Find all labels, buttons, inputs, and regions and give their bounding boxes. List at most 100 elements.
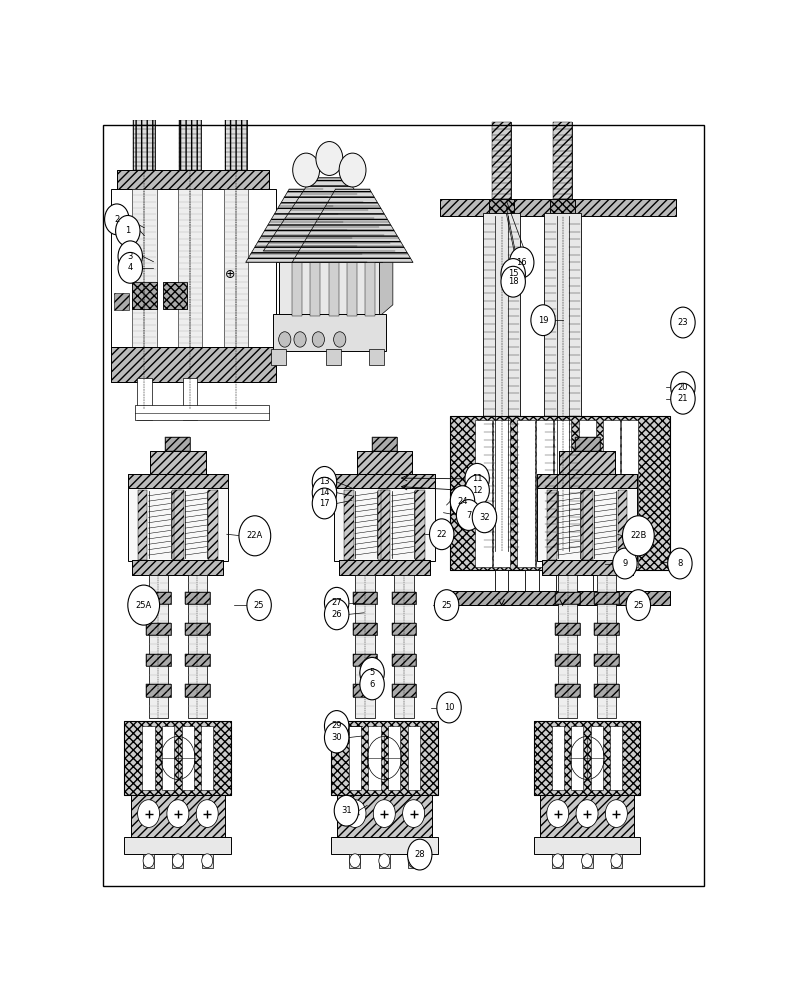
Circle shape (671, 383, 695, 414)
Circle shape (667, 548, 692, 579)
Polygon shape (136, 405, 269, 420)
Polygon shape (352, 623, 377, 635)
Polygon shape (553, 122, 572, 199)
Text: 13: 13 (319, 477, 329, 486)
Polygon shape (369, 349, 384, 365)
Polygon shape (556, 592, 580, 604)
Polygon shape (179, 105, 201, 170)
Polygon shape (556, 654, 580, 666)
Polygon shape (372, 437, 397, 451)
Polygon shape (556, 623, 580, 635)
Polygon shape (263, 178, 396, 251)
Polygon shape (550, 199, 574, 213)
Polygon shape (331, 721, 438, 795)
Polygon shape (334, 488, 435, 561)
Polygon shape (450, 591, 670, 605)
Polygon shape (554, 420, 571, 567)
Text: 8: 8 (677, 559, 682, 568)
Polygon shape (537, 474, 637, 488)
Circle shape (576, 800, 598, 827)
Polygon shape (271, 349, 286, 365)
Circle shape (312, 332, 325, 347)
Polygon shape (571, 726, 583, 790)
Text: 22: 22 (437, 530, 447, 539)
Polygon shape (128, 474, 229, 488)
Circle shape (312, 488, 336, 519)
Polygon shape (110, 347, 276, 382)
Text: 22A: 22A (247, 531, 263, 540)
Polygon shape (533, 721, 641, 795)
Polygon shape (392, 592, 416, 604)
Text: 16: 16 (516, 258, 527, 267)
Polygon shape (137, 378, 151, 420)
Circle shape (510, 247, 534, 278)
Circle shape (623, 516, 654, 556)
Text: 17: 17 (319, 499, 329, 508)
Polygon shape (610, 726, 623, 790)
Polygon shape (224, 189, 248, 347)
Circle shape (611, 854, 622, 868)
Polygon shape (392, 623, 416, 635)
Text: 32: 32 (479, 513, 490, 522)
Circle shape (105, 204, 129, 235)
Polygon shape (603, 420, 620, 567)
Text: 27: 27 (332, 598, 342, 607)
Polygon shape (347, 262, 357, 316)
Polygon shape (208, 490, 218, 560)
Circle shape (339, 153, 366, 187)
Polygon shape (379, 854, 390, 868)
Polygon shape (556, 570, 570, 594)
Polygon shape (352, 654, 377, 666)
Polygon shape (558, 575, 578, 718)
Polygon shape (146, 684, 170, 697)
Polygon shape (545, 213, 581, 551)
Circle shape (360, 669, 385, 700)
Circle shape (456, 500, 481, 530)
Polygon shape (591, 726, 603, 790)
Polygon shape (583, 490, 593, 560)
Polygon shape (181, 726, 194, 790)
Text: 25: 25 (441, 601, 452, 610)
Polygon shape (276, 249, 382, 262)
Circle shape (613, 548, 637, 579)
Polygon shape (547, 490, 556, 560)
Polygon shape (173, 854, 184, 868)
Text: 21: 21 (678, 394, 688, 403)
Circle shape (582, 854, 593, 868)
Polygon shape (146, 623, 170, 635)
Text: 3: 3 (128, 252, 133, 261)
Polygon shape (392, 684, 416, 697)
Polygon shape (329, 262, 339, 316)
Circle shape (407, 839, 432, 870)
Polygon shape (593, 570, 606, 594)
Polygon shape (556, 684, 580, 697)
Text: 7: 7 (466, 511, 471, 520)
Polygon shape (128, 488, 229, 561)
Polygon shape (292, 262, 302, 316)
Circle shape (118, 241, 143, 272)
Text: 15: 15 (508, 269, 519, 278)
Circle shape (325, 587, 349, 618)
Polygon shape (488, 440, 515, 459)
Polygon shape (326, 349, 341, 365)
Circle shape (325, 722, 349, 753)
Polygon shape (582, 854, 593, 868)
Polygon shape (489, 199, 514, 213)
Circle shape (350, 854, 360, 868)
Polygon shape (310, 262, 320, 316)
Polygon shape (337, 795, 432, 837)
Polygon shape (132, 560, 223, 575)
Polygon shape (185, 623, 210, 635)
Polygon shape (618, 490, 627, 560)
Polygon shape (146, 592, 170, 604)
Polygon shape (174, 490, 184, 560)
Circle shape (316, 142, 343, 175)
Polygon shape (483, 213, 520, 551)
Polygon shape (178, 189, 203, 347)
Polygon shape (162, 726, 174, 790)
Text: 10: 10 (444, 703, 455, 712)
Text: 23: 23 (678, 318, 688, 327)
Circle shape (173, 854, 184, 868)
Polygon shape (185, 684, 210, 697)
Polygon shape (594, 623, 619, 635)
